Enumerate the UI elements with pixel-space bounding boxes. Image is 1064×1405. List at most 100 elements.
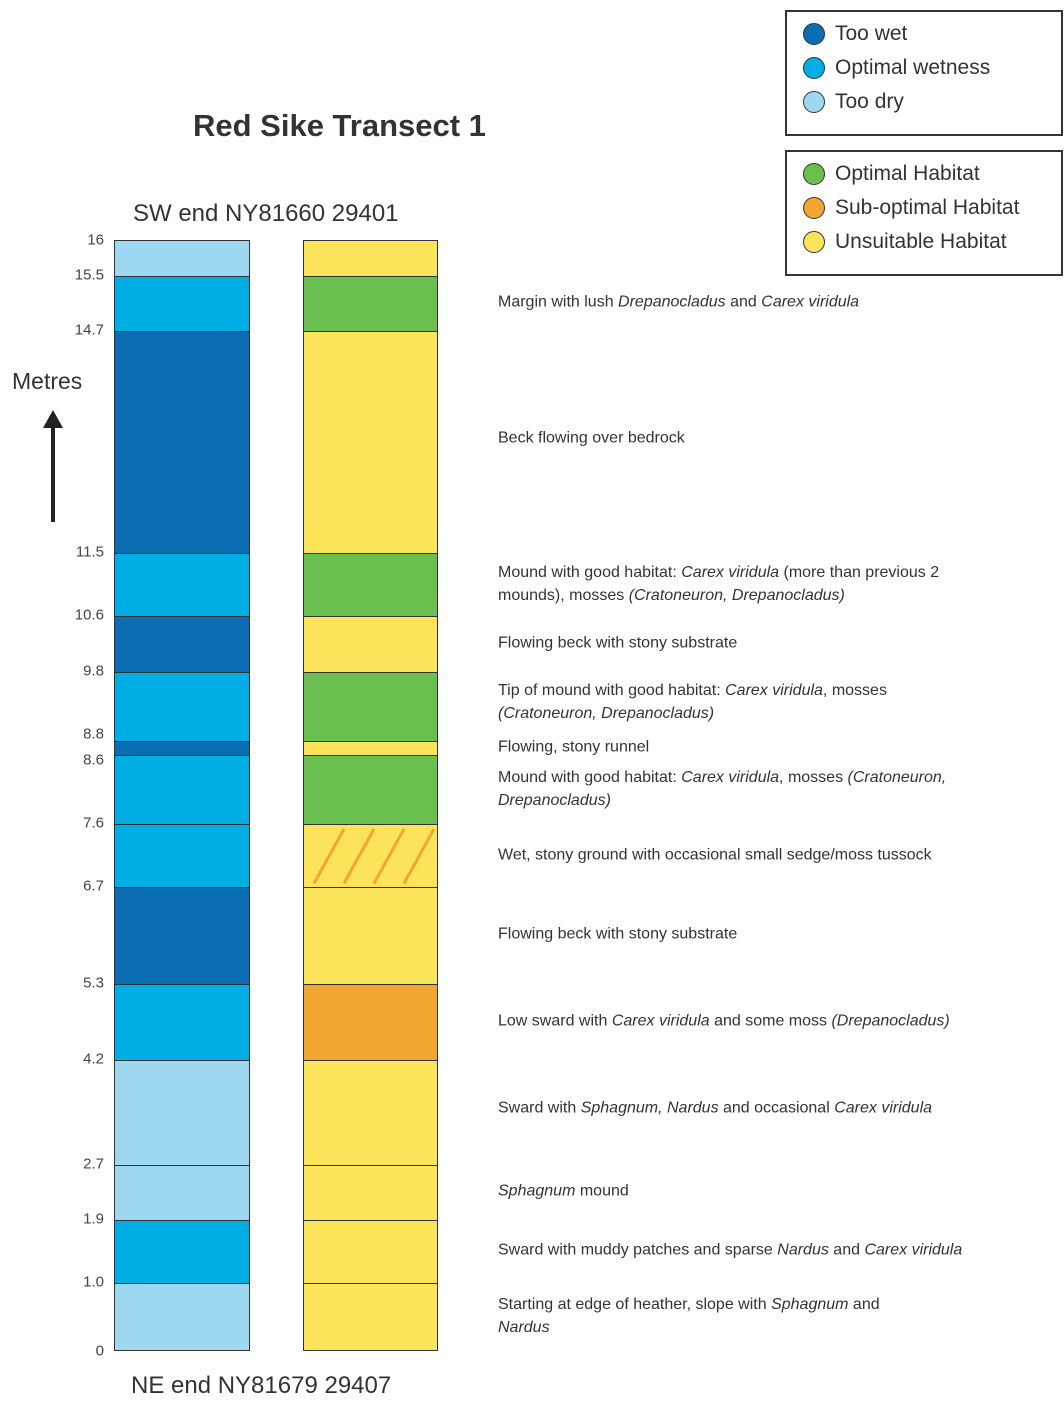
habitat-segment [304, 1220, 437, 1283]
hatch-line [312, 828, 346, 885]
description-text: Low sward with [498, 1012, 612, 1030]
diagram-title: Red Sike Transect 1 [193, 108, 486, 143]
legend-item-optimal-habitat: Optimal Habitat [803, 159, 980, 189]
wetness-segment [115, 615, 249, 672]
description-text: (Cratoneuron, Drepanocladus) [498, 768, 947, 809]
habitat-segment [304, 331, 437, 554]
top-end-label: SW end NY81660 29401 [133, 200, 399, 227]
description-text: Flowing beck with stony substrate [498, 634, 738, 652]
habitat-description: Sward with Sphagnum, Nardus and occasion… [498, 1096, 1058, 1119]
habitat-description: Flowing, stony runnel [498, 735, 1058, 758]
habitat-description: Tip of mound with good habitat: Carex vi… [498, 679, 968, 725]
description-text: Nardus [498, 1319, 550, 1337]
habitat-description: Sphagnum mound [498, 1180, 1058, 1203]
description-text: Mound with good habitat: [498, 768, 682, 786]
description-text: (Cratoneuron, Drepanocladus) [628, 586, 845, 604]
legend-label: Sub-optimal Habitat [835, 196, 1020, 219]
habitat-segment [304, 824, 437, 887]
habitat-description: Flowing beck with stony substrate [498, 631, 1058, 654]
legend-item-too-dry: Too dry [803, 87, 904, 117]
description-text: Mound with good habitat: [498, 563, 682, 581]
tick-label: 14.7 [74, 321, 104, 339]
habitat-description: Wet, stony ground with occasional small … [498, 843, 1058, 866]
description-text: Carex viridula [864, 1241, 963, 1259]
wetness-segment [115, 241, 249, 276]
hatch-line [402, 828, 436, 885]
tick-label: 5.3 [83, 974, 104, 992]
description-text: Beck flowing over bedrock [498, 429, 685, 447]
tick-label: 2.7 [83, 1155, 104, 1173]
description-text: (Cratoneuron, Drepanocladus) [498, 704, 715, 722]
description-text: Margin with lush [498, 293, 619, 311]
wetness-segment [115, 1164, 249, 1221]
legend-item-optimal-wetness: Optimal wetness [803, 53, 990, 83]
legend-label: Unsuitable Habitat [835, 230, 1007, 253]
habitat-description: Beck flowing over bedrock [498, 426, 1058, 449]
description-text: Sward with [498, 1099, 581, 1117]
habitat-segment [304, 275, 437, 332]
description-text: Carex viridula [681, 563, 780, 581]
description-text: and [725, 293, 762, 311]
legend-label: Optimal Habitat [835, 162, 980, 185]
habitat-description: Starting at edge of heather, slope with … [498, 1293, 928, 1339]
description-text: Sphagnum [771, 1296, 849, 1314]
habitat-description: Mound with good habitat: Carex viridula,… [498, 766, 1038, 812]
sub-optimal-habitat-swatch-icon [803, 197, 825, 219]
legend-label: Too wet [835, 22, 908, 45]
habitat-segment [304, 1164, 437, 1221]
habitat-segment [304, 754, 437, 825]
wetness-segment [115, 275, 249, 332]
description-text: Tip of mound with good habitat: [498, 681, 726, 699]
up-arrow-icon [43, 410, 63, 522]
tick-label: 6.7 [83, 877, 104, 895]
too-wet-swatch-icon [803, 23, 825, 45]
tick-label: 4.2 [83, 1050, 104, 1068]
description-text: (more than previous 2 mounds), mosses [498, 563, 940, 604]
wetness-segment [115, 671, 249, 741]
legend-item-sub-optimal-habitat: Sub-optimal Habitat [803, 193, 1019, 223]
wetness-segment [115, 1060, 249, 1165]
optimal-wetness-swatch-icon [803, 57, 825, 79]
tick-label: 8.8 [83, 725, 104, 743]
description-text: Sphagnum, Nardus [580, 1099, 719, 1117]
habitat-segment [304, 1060, 437, 1165]
wetness-segment [115, 754, 249, 825]
unsuitable-habitat-swatch-icon [803, 231, 825, 253]
tick-label: 10.6 [74, 606, 104, 624]
wetness-segment [115, 553, 249, 616]
description-text: mound [575, 1182, 629, 1200]
description-text: Drepanocladus [618, 293, 726, 311]
wetness-segment [115, 331, 249, 554]
wetness-segment [115, 1220, 249, 1283]
description-text: Wet, stony ground with occasional small … [498, 846, 932, 864]
wetness-segment [115, 886, 249, 984]
description-text: Sphagnum [498, 1182, 576, 1200]
habitat-legend: Optimal Habitat Sub-optimal Habitat Unsu… [785, 150, 1063, 276]
tick-label: 11.5 [75, 543, 104, 561]
tick-label: 7.6 [83, 814, 104, 832]
description-text: Flowing, stony runnel [498, 738, 650, 756]
habitat-description: Sward with muddy patches and sparse Nard… [498, 1239, 1058, 1262]
legend-label: Too dry [835, 90, 904, 113]
tick-label: 1.0 [83, 1273, 104, 1291]
habitat-segment [304, 241, 437, 276]
wetness-legend: Too wet Optimal wetness Too dry [785, 10, 1063, 136]
tick-label: 9.8 [83, 662, 104, 679]
description-text: Carex viridula [725, 681, 823, 699]
description-text: (Drepanocladus) [831, 1012, 950, 1030]
tick-label: 1.9 [83, 1210, 104, 1228]
optimal-habitat-swatch-icon [803, 163, 825, 185]
description-text: Starting at edge of heather, slope with [498, 1296, 772, 1314]
tick-label: 8.6 [83, 751, 104, 769]
description-text: Carex viridula [611, 1012, 710, 1030]
description-text: and [848, 1296, 880, 1314]
description-text: and [828, 1241, 865, 1259]
tick-label: 16 [87, 231, 104, 249]
habitat-segment [304, 740, 437, 755]
habitat-segment [304, 615, 437, 672]
habitat-description: Margin with lush Drepanocladus and Carex… [498, 291, 1058, 314]
description-text: , mosses [779, 768, 848, 786]
habitat-segment [304, 553, 437, 616]
hatch-line [342, 828, 376, 885]
wetness-segment [115, 824, 249, 887]
